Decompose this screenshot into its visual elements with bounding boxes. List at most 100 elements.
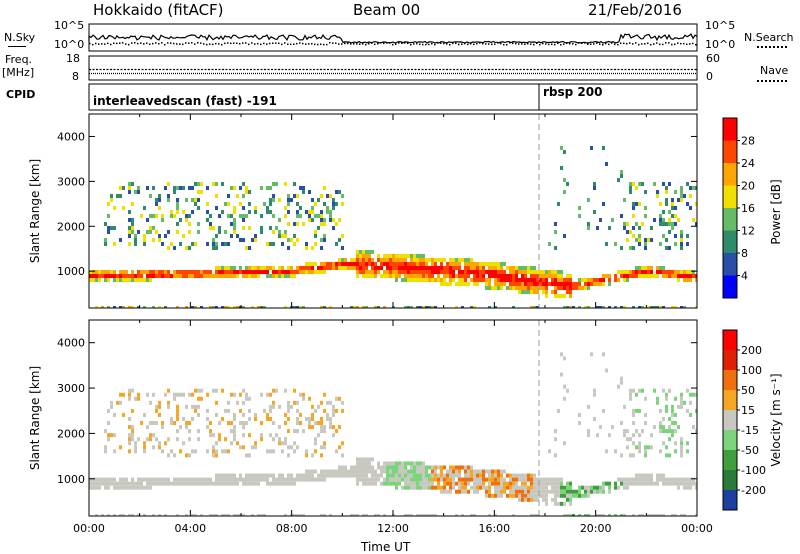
power-cell xyxy=(425,258,428,262)
power-cell xyxy=(476,278,479,282)
velocity-cell xyxy=(341,408,344,413)
velocity-cell xyxy=(332,408,335,413)
power-cell xyxy=(311,266,314,270)
velocity-cell xyxy=(296,421,299,426)
velocity-cell xyxy=(209,421,212,426)
velocity-cell xyxy=(422,465,425,470)
power-cell xyxy=(293,274,296,278)
velocity-cell xyxy=(308,477,311,482)
velocity-cell xyxy=(410,469,413,474)
power-cell xyxy=(173,214,176,218)
power-cell xyxy=(209,226,212,230)
power-cell xyxy=(395,270,398,274)
velocity-cell xyxy=(374,481,377,486)
velocity-cell xyxy=(476,477,479,482)
power-cell xyxy=(188,222,191,226)
nsearch-point xyxy=(683,42,685,45)
power-cell xyxy=(551,270,554,274)
power-cell xyxy=(413,258,416,262)
power-cell xyxy=(554,222,557,226)
velocity-cell xyxy=(407,461,410,466)
velocity-cell xyxy=(155,437,158,442)
power-cell xyxy=(560,270,563,274)
power-cell xyxy=(113,278,116,282)
velocity-cell xyxy=(464,481,467,486)
power-cell xyxy=(251,306,254,308)
velocity-cell xyxy=(482,481,485,486)
velocity-cell xyxy=(470,513,473,516)
power-cell xyxy=(254,238,257,242)
power-cell xyxy=(263,306,266,308)
power-cell xyxy=(428,266,431,270)
velocity-cell xyxy=(419,477,422,482)
power-cell xyxy=(569,282,572,286)
velocity-cell xyxy=(500,473,503,478)
power-cell xyxy=(542,286,545,290)
velocity-cell xyxy=(581,485,584,490)
power-cell xyxy=(659,222,662,226)
power-cell xyxy=(359,266,362,270)
power-cell xyxy=(335,266,338,270)
velocity-cell xyxy=(200,477,203,482)
velocity-cell xyxy=(461,485,464,490)
power-cell xyxy=(230,266,233,270)
velocity-cell xyxy=(461,489,464,494)
velocity-cell xyxy=(227,513,230,516)
velocity-cell xyxy=(323,429,326,434)
velocity-cell xyxy=(368,461,371,466)
velocity-cell xyxy=(134,481,137,486)
velocity-cell xyxy=(593,416,596,421)
velocity-cell xyxy=(227,481,230,486)
velocity-cell xyxy=(596,489,599,494)
power-cell xyxy=(488,278,491,282)
velocity-cell xyxy=(482,485,485,490)
colorbar-step xyxy=(723,350,737,370)
velocity-cell xyxy=(695,481,697,486)
power-cell xyxy=(227,274,230,278)
power-cell xyxy=(284,230,287,234)
power-cell xyxy=(167,230,170,234)
power-cell xyxy=(326,210,329,214)
power-cell xyxy=(242,194,245,198)
velocity-cell xyxy=(659,449,662,454)
velocity-cell xyxy=(323,408,326,413)
power-cell xyxy=(425,274,428,278)
velocity-cell xyxy=(554,489,557,494)
velocity-cell xyxy=(587,485,590,490)
velocity-cell xyxy=(590,485,593,490)
y-tick-label: 4000 xyxy=(57,130,85,143)
velocity-cell xyxy=(509,489,512,494)
power-cell xyxy=(302,222,305,226)
velocity-cell xyxy=(308,469,311,474)
velocity-cell xyxy=(494,481,497,486)
velocity-cell xyxy=(659,513,662,516)
power-cell xyxy=(194,198,197,202)
velocity-cell xyxy=(533,513,536,516)
velocity-cell xyxy=(695,392,697,397)
velocity-cell xyxy=(149,437,152,442)
velocity-cell xyxy=(191,481,194,486)
power-cell xyxy=(557,274,560,278)
velocity-cell xyxy=(92,481,95,486)
power-cell xyxy=(419,258,422,262)
power-cell xyxy=(425,278,428,282)
velocity-cell xyxy=(224,481,227,486)
nsearch-point xyxy=(527,43,529,45)
power-cell xyxy=(428,306,431,308)
velocity-cell xyxy=(518,477,521,482)
velocity-cell xyxy=(653,513,656,516)
velocity-cell xyxy=(200,481,203,486)
velocity-cell xyxy=(296,400,299,405)
power-cell xyxy=(662,218,665,222)
power-cell xyxy=(638,242,641,246)
power-cell xyxy=(461,274,464,278)
power-cell xyxy=(614,242,617,246)
velocity-cell xyxy=(392,473,395,478)
velocity-cell xyxy=(122,513,125,516)
velocity-cell xyxy=(314,469,317,474)
velocity-cell xyxy=(554,477,557,482)
power-cell xyxy=(506,274,509,278)
velocity-cell xyxy=(272,473,275,478)
velocity-cell xyxy=(149,400,152,405)
nsearch-point xyxy=(446,43,448,45)
